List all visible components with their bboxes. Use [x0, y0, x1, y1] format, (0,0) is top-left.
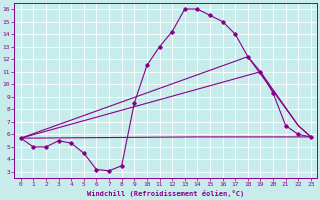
X-axis label: Windchill (Refroidissement éolien,°C): Windchill (Refroidissement éolien,°C): [87, 190, 244, 197]
